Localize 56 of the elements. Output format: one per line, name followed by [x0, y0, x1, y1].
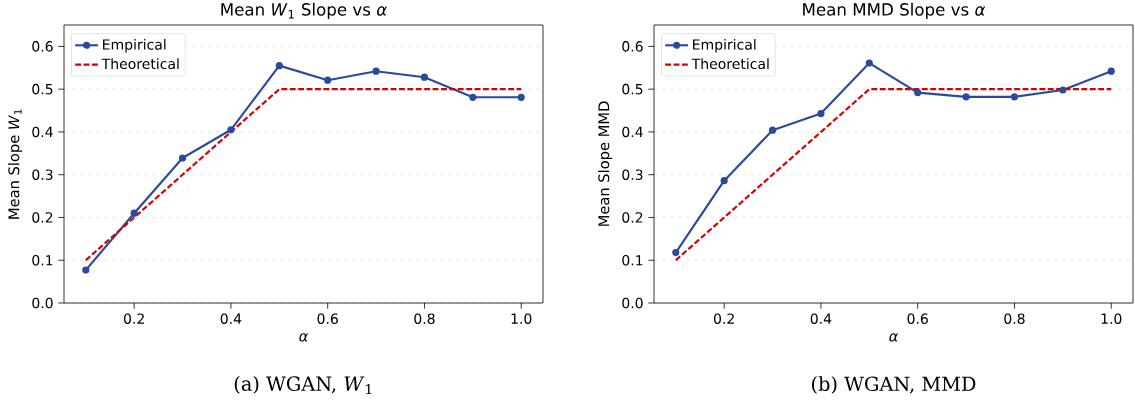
y-tick-label: 0.1 [622, 254, 643, 266]
y-tick-label: 0.3 [32, 169, 53, 180]
point [914, 88, 922, 97]
point [1107, 67, 1115, 75]
y-tick-label: 0.4 [622, 126, 643, 138]
point [130, 209, 138, 217]
y-tick-label: 0.4 [32, 126, 53, 138]
y-axis-title: Mean Slope W$_{1}$ [7, 109, 23, 219]
point [227, 126, 235, 134]
x-axis-title: α [299, 333, 309, 342]
y-tick-label: 0.6 [32, 41, 53, 52]
x-tick-label: 0.2 [713, 313, 734, 324]
text: (b) WGAN, MMD [812, 376, 976, 394]
x-tick-label: 0.6 [907, 313, 928, 324]
point [372, 67, 380, 75]
legend-label: Empirical [693, 38, 756, 53]
point [324, 76, 332, 84]
legend-label: Theoretical [691, 58, 769, 70]
point [817, 109, 825, 118]
point [962, 93, 970, 101]
legend-label: Empirical [103, 38, 166, 53]
y-tick-label: 0.5 [32, 83, 53, 95]
point [672, 248, 680, 257]
y-tick-label: 0.0 [622, 297, 643, 309]
point [768, 126, 777, 134]
chart-title: Mean MMD Slope vs α [803, 2, 986, 19]
x-tick-label: 0.4 [220, 313, 242, 324]
x-tick-label: 1.0 [511, 313, 532, 324]
point [720, 177, 728, 185]
point [865, 59, 873, 67]
chart-title: Mean W$_{1}$ Slope vs α [221, 2, 387, 19]
x-tick-label: 0.8 [1004, 313, 1025, 324]
y-axis-title: Mean Slope MMD [597, 101, 613, 226]
point [178, 154, 187, 162]
point [82, 266, 90, 274]
point [517, 93, 525, 101]
x-axis-title: α [889, 333, 899, 342]
x-tick-label: 1.0 [1101, 313, 1122, 324]
x-tick-label: 0.2 [123, 313, 144, 324]
x-tick-label: 0.8 [414, 313, 435, 324]
point [1059, 86, 1067, 94]
text: (a) WGAN, W$_{1}$ [234, 375, 372, 395]
y-tick-label: 0.5 [622, 83, 643, 95]
point [469, 93, 477, 101]
x-tick-label: 0.6 [317, 313, 338, 324]
point [1010, 93, 1019, 101]
x-tick-label: 0.4 [810, 313, 832, 324]
y-tick-label: 0.2 [32, 212, 53, 223]
point [275, 62, 283, 70]
y-tick-label: 0.1 [32, 254, 53, 266]
y-tick-label: 0.2 [622, 212, 643, 223]
legend-label: Theoretical [101, 58, 179, 70]
y-tick-label: 0.0 [32, 297, 53, 309]
y-tick-label: 0.3 [622, 169, 643, 180]
y-tick-label: 0.6 [622, 41, 643, 52]
point [420, 73, 429, 81]
